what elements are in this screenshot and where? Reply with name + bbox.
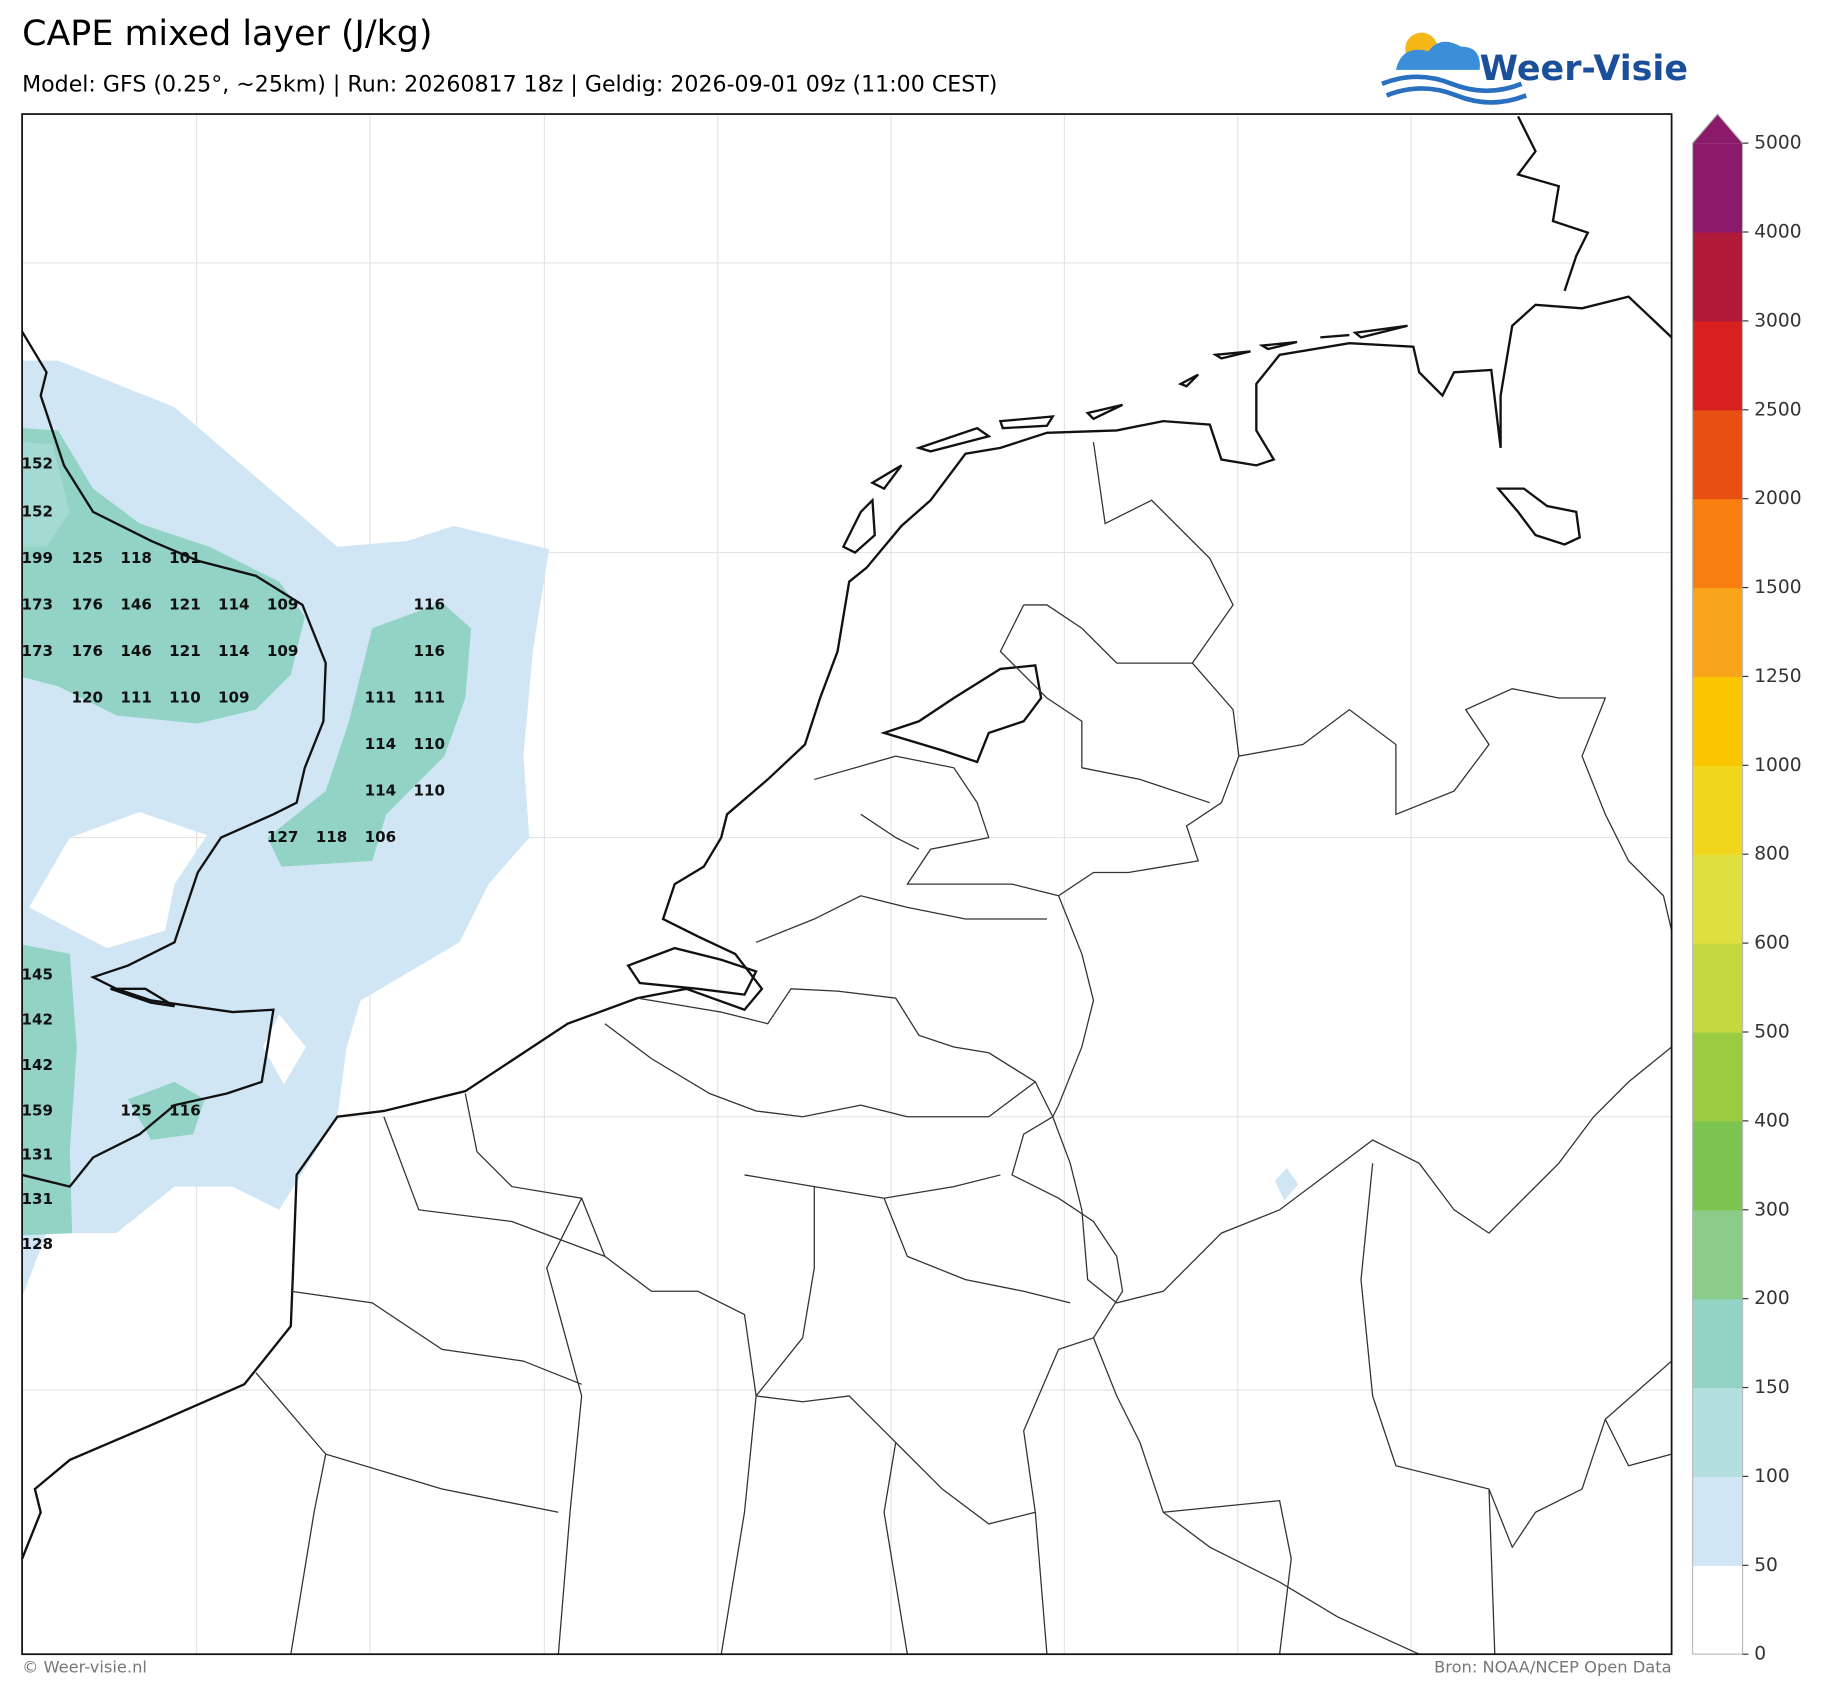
cape-value: 159: [21, 1101, 53, 1119]
colorbar-segment: [1692, 765, 1743, 855]
colorbar-segment: [1692, 854, 1743, 944]
cape-value: 146: [120, 642, 152, 660]
cape-value: 199: [21, 549, 53, 567]
cape-value: 121: [169, 595, 201, 613]
colorbar-segment: [1692, 143, 1743, 233]
colorbar-segment: [1692, 1476, 1743, 1566]
cape-100: [22, 428, 472, 1236]
cape-values: 152 152 199 125 118 101 173 176 146 121 114 109 116 1…: [21, 455, 445, 1254]
colorbar-segment: [1692, 1565, 1743, 1655]
colorbar-segment: [1692, 320, 1743, 411]
map: 152 152 199 125 118 101 173 176 146 121 114 109 116 1…: [21, 113, 1673, 1656]
cape-value: 118: [120, 549, 152, 567]
borders: [255, 441, 1673, 1655]
footer-source: Bron: NOAA/NCEP Open Data: [1434, 1658, 1672, 1677]
cape-value: 110: [413, 782, 445, 800]
colorbar-tick-label: 50: [1754, 1555, 1778, 1576]
colorbar-tick-label: 1250: [1754, 666, 1801, 687]
colorbar: 0 50 100 150 200 300 400 500 600 800 1000 1250 1500 2…: [1691, 113, 1802, 1665]
colorbar-segment: [1692, 1298, 1743, 1389]
cape-value: 101: [169, 549, 201, 567]
cape-value: 110: [169, 689, 201, 707]
colorbar-extend: [1692, 114, 1743, 144]
colorbar-tick-label: 400: [1754, 1110, 1790, 1131]
colorbar-tick-label: 5000: [1754, 133, 1801, 154]
colorbar-tick-label: 1000: [1754, 755, 1801, 776]
colorbar-tick-label: 1500: [1754, 577, 1801, 598]
cape-value: 114: [218, 595, 250, 613]
cape-value: 152: [21, 455, 53, 473]
cape-value: 131: [21, 1190, 53, 1208]
colorbar-tick-label: 800: [1754, 844, 1790, 865]
cape-value: 109: [218, 689, 250, 707]
cape-value: 176: [71, 642, 103, 660]
colorbar-segment: [1692, 1387, 1743, 1478]
cape-value: 146: [120, 595, 152, 613]
footer-credit: © Weer-visie.nl: [22, 1658, 147, 1677]
colorbar-segment: [1692, 943, 1743, 1033]
cape-value: 173: [21, 642, 53, 660]
colorbar-tick-label: 0: [1754, 1644, 1766, 1665]
cape-value: 176: [71, 595, 103, 613]
cape-value: 127: [267, 828, 299, 846]
colorbar-segment: [1692, 232, 1743, 322]
colorbar-segment: [1692, 676, 1743, 766]
logo-text: Weer-Visie: [1480, 49, 1688, 89]
cape-value: 109: [267, 642, 299, 660]
title: CAPE mixed layer (J/kg): [22, 14, 432, 54]
cape-value: 145: [21, 965, 53, 983]
colorbar-segment: [1692, 1120, 1743, 1211]
colorbar-tick-label: 2500: [1754, 399, 1801, 420]
colorbar-segment: [1692, 498, 1743, 589]
cape-value: 152: [21, 502, 53, 520]
cape-value: 121: [169, 642, 201, 660]
cape-value: 142: [21, 1056, 53, 1074]
colorbar-segment: [1692, 409, 1743, 500]
logo: Weer-Visie: [1381, 32, 1688, 105]
colorbar-tick-label: 300: [1754, 1199, 1790, 1220]
cape-value: 125: [120, 1101, 152, 1119]
colorbar-tick-label: 200: [1754, 1288, 1790, 1309]
cape-value: 128: [21, 1235, 53, 1253]
cape-value: 110: [413, 735, 445, 753]
cape-value: 173: [21, 595, 53, 613]
cape-value: 116: [413, 642, 445, 660]
subtitle: Model: GFS (0.25°, ~25km) | Run: 2026081…: [22, 71, 997, 97]
cape-value: 111: [120, 689, 152, 707]
cape-value: 125: [71, 549, 103, 567]
cape-value: 116: [413, 595, 445, 613]
colorbar-tick-label: 600: [1754, 933, 1790, 954]
colorbar-tick-label: 3000: [1754, 310, 1801, 331]
colorbar-tick-label: 2000: [1754, 488, 1801, 509]
coastlines: [21, 115, 1673, 1560]
colorbar-outline: [1691, 113, 1744, 1655]
cape-value: 114: [365, 782, 397, 800]
colorbar-tick-label: 4000: [1754, 222, 1801, 243]
colorbar-tick-label: 150: [1754, 1377, 1790, 1398]
cape-value: 109: [267, 595, 299, 613]
cape-value: 111: [413, 689, 445, 707]
cape-value: 142: [21, 1011, 53, 1029]
cape-value: 114: [218, 642, 250, 660]
cape-value: 131: [21, 1146, 53, 1164]
colorbar-tick-label: 500: [1754, 1021, 1790, 1042]
cape-value: 120: [71, 689, 103, 707]
cape-value: 118: [316, 828, 348, 846]
map-frame: [21, 113, 1673, 1656]
cape-50: [22, 360, 1299, 1298]
cape-value: 111: [365, 689, 397, 707]
cape-value: 114: [365, 735, 397, 753]
colorbar-segment: [1692, 1031, 1743, 1122]
colorbar-tick-label: 100: [1754, 1466, 1790, 1487]
colorbar-segment: [1692, 1209, 1743, 1300]
colorbar-segment: [1692, 587, 1743, 678]
cape-value: 106: [365, 828, 397, 846]
cape-value: 116: [169, 1101, 201, 1119]
